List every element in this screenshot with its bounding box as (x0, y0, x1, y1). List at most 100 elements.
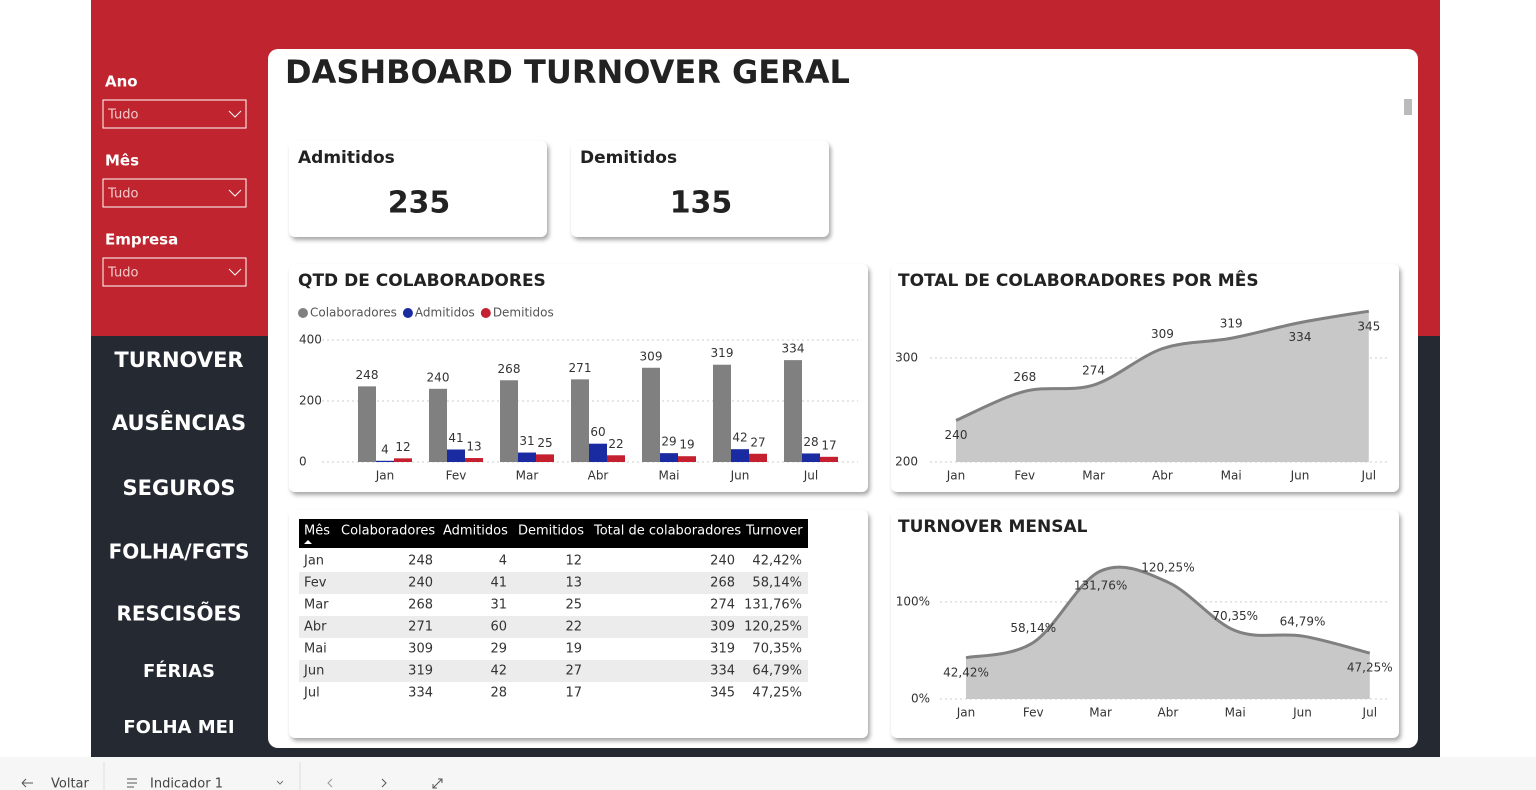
row-shade (299, 660, 808, 682)
table-cell: 345 (710, 686, 735, 701)
bar (749, 453, 767, 462)
table-cell: 19 (565, 642, 582, 657)
prev-button[interactable] (327, 778, 333, 788)
area-fill (966, 567, 1370, 699)
table-cell: Jan (303, 554, 324, 569)
filter-dropdown[interactable] (102, 178, 247, 208)
data-label: 240 (427, 370, 450, 384)
x-tick-label: Jul (1361, 469, 1376, 483)
row-shade (299, 616, 808, 638)
filter-label: Empresa (105, 231, 178, 249)
table-cell: 29 (490, 642, 507, 657)
data-label: 334 (1289, 330, 1312, 344)
data-label: 22 (608, 437, 623, 451)
table-cell: Fev (304, 576, 327, 591)
filter-dropdown[interactable] (102, 99, 247, 129)
data-label: 240 (945, 428, 968, 442)
kpi-label: Demitidos (580, 148, 677, 168)
filter-value: Tudo (107, 187, 138, 202)
data-label: 319 (1220, 317, 1243, 331)
row-shade (299, 572, 808, 594)
dashboard-title: DASHBOARD TURNOVER GERAL (285, 53, 850, 91)
x-tick-label: Fev (1023, 706, 1044, 720)
table-cell: 4 (499, 554, 507, 569)
table-header: Mês (304, 524, 330, 539)
collapse-button[interactable] (432, 778, 443, 789)
kpi-value: 235 (388, 186, 451, 221)
line (965, 565, 1371, 660)
nav-button[interactable]: FOLHA MEI (123, 717, 234, 738)
x-tick-label: Mar (1089, 706, 1112, 720)
filter-label: Ano (105, 73, 138, 91)
table-cell: 25 (565, 598, 582, 613)
y-tick-label: 300 (895, 351, 918, 365)
table-cell: 42 (490, 664, 507, 679)
nav-button[interactable]: SEGUROS (123, 476, 236, 500)
dropdown-icon (228, 110, 242, 118)
x-tick-label: Fev (446, 469, 467, 483)
bookmark-icon (127, 778, 137, 788)
data-label: 13 (466, 440, 481, 454)
table-cell: 268 (408, 598, 433, 613)
bar (500, 380, 518, 462)
x-tick-label: Mai (1225, 706, 1246, 720)
legend-marker (480, 308, 491, 318)
back-icon[interactable] (21, 778, 33, 788)
x-tick-label: Mai (1221, 469, 1242, 483)
table-cell: 274 (710, 598, 735, 613)
back-button[interactable]: Voltar (51, 777, 90, 790)
x-tick-label: Jul (1362, 706, 1377, 720)
legend-label: Admitidos (415, 306, 475, 320)
bar (589, 443, 607, 462)
table-cell: Jul (303, 686, 320, 701)
nav-button[interactable]: TURNOVER (114, 348, 243, 372)
data-label: 131,76% (1074, 579, 1127, 593)
data-label: 41 (448, 431, 463, 445)
table-header: Turnover (745, 524, 803, 539)
bar (518, 452, 536, 462)
data-label: 345 (1357, 320, 1380, 334)
data-label: 60 (590, 425, 605, 439)
nav-button[interactable]: FOLHA/FGTS (109, 540, 250, 564)
table-header: Admitidos (443, 524, 508, 539)
data-label: 42 (732, 431, 747, 445)
bar (571, 379, 589, 462)
x-tick-label: Jan (946, 469, 966, 483)
table-cell: 41 (490, 576, 507, 591)
data-label: 319 (711, 346, 734, 360)
legend-label: Colaboradores (310, 306, 397, 320)
table-cell: 58,14% (752, 576, 802, 591)
dropdown-icon (228, 268, 242, 276)
bar (394, 458, 412, 462)
table-cell: 64,79% (752, 664, 802, 679)
data-label: 17 (821, 438, 836, 452)
dropdown-icon[interactable] (276, 780, 284, 785)
data-label: 29 (661, 435, 676, 449)
nav-button[interactable]: FÉRIAS (143, 660, 215, 682)
x-tick-label: Jan (375, 469, 395, 483)
filter-dropdown[interactable] (102, 257, 247, 287)
data-label: 70,35% (1212, 609, 1258, 623)
data-label: 12 (395, 440, 410, 454)
bar (447, 449, 465, 462)
data-label: 19 (679, 438, 694, 452)
bookmark-name[interactable]: Indicador 1 (150, 777, 223, 790)
data-label: 334 (782, 342, 805, 356)
y-tick-label: 400 (299, 333, 322, 347)
bar (784, 360, 802, 462)
next-button[interactable] (381, 778, 387, 788)
x-tick-label: Jul (803, 469, 818, 483)
data-label: 120,25% (1141, 561, 1194, 575)
x-tick-label: Jun (730, 469, 750, 483)
table-cell: 17 (565, 686, 582, 701)
nav-button[interactable]: RESCISÕES (116, 602, 241, 626)
x-tick-label: Abr (588, 469, 609, 483)
line (955, 309, 1370, 422)
chart-title: QTD DE COLABORADORES (298, 271, 546, 291)
table-cell: 60 (490, 620, 507, 635)
bar (465, 458, 483, 462)
chart-title: TOTAL DE COLABORADORES POR MÊS (898, 269, 1259, 291)
nav-button[interactable]: AUSÊNCIAS (112, 410, 246, 435)
scrollbar (1404, 99, 1412, 115)
